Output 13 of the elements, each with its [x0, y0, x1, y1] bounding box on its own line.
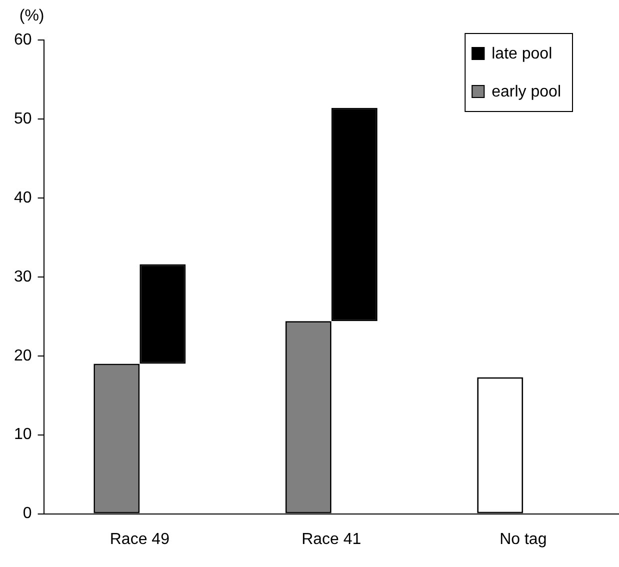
- x-tick-label: Race 41: [302, 530, 362, 548]
- y-tick-label: 30: [14, 268, 32, 286]
- y-tick-label: 10: [14, 426, 32, 444]
- legend-label: early pool: [492, 83, 561, 100]
- y-axis-title: (%): [19, 7, 44, 24]
- legend-label: late pool: [492, 45, 552, 62]
- x-tick-label: No tag: [500, 530, 547, 548]
- y-tick-label: 50: [14, 110, 32, 128]
- y-tick-label: 0: [22, 505, 32, 522]
- y-tick-label: 20: [14, 347, 32, 364]
- y-tick-label: 60: [14, 31, 32, 48]
- x-tick-label: Race 49: [110, 530, 170, 548]
- y-tick-label: 40: [14, 189, 32, 206]
